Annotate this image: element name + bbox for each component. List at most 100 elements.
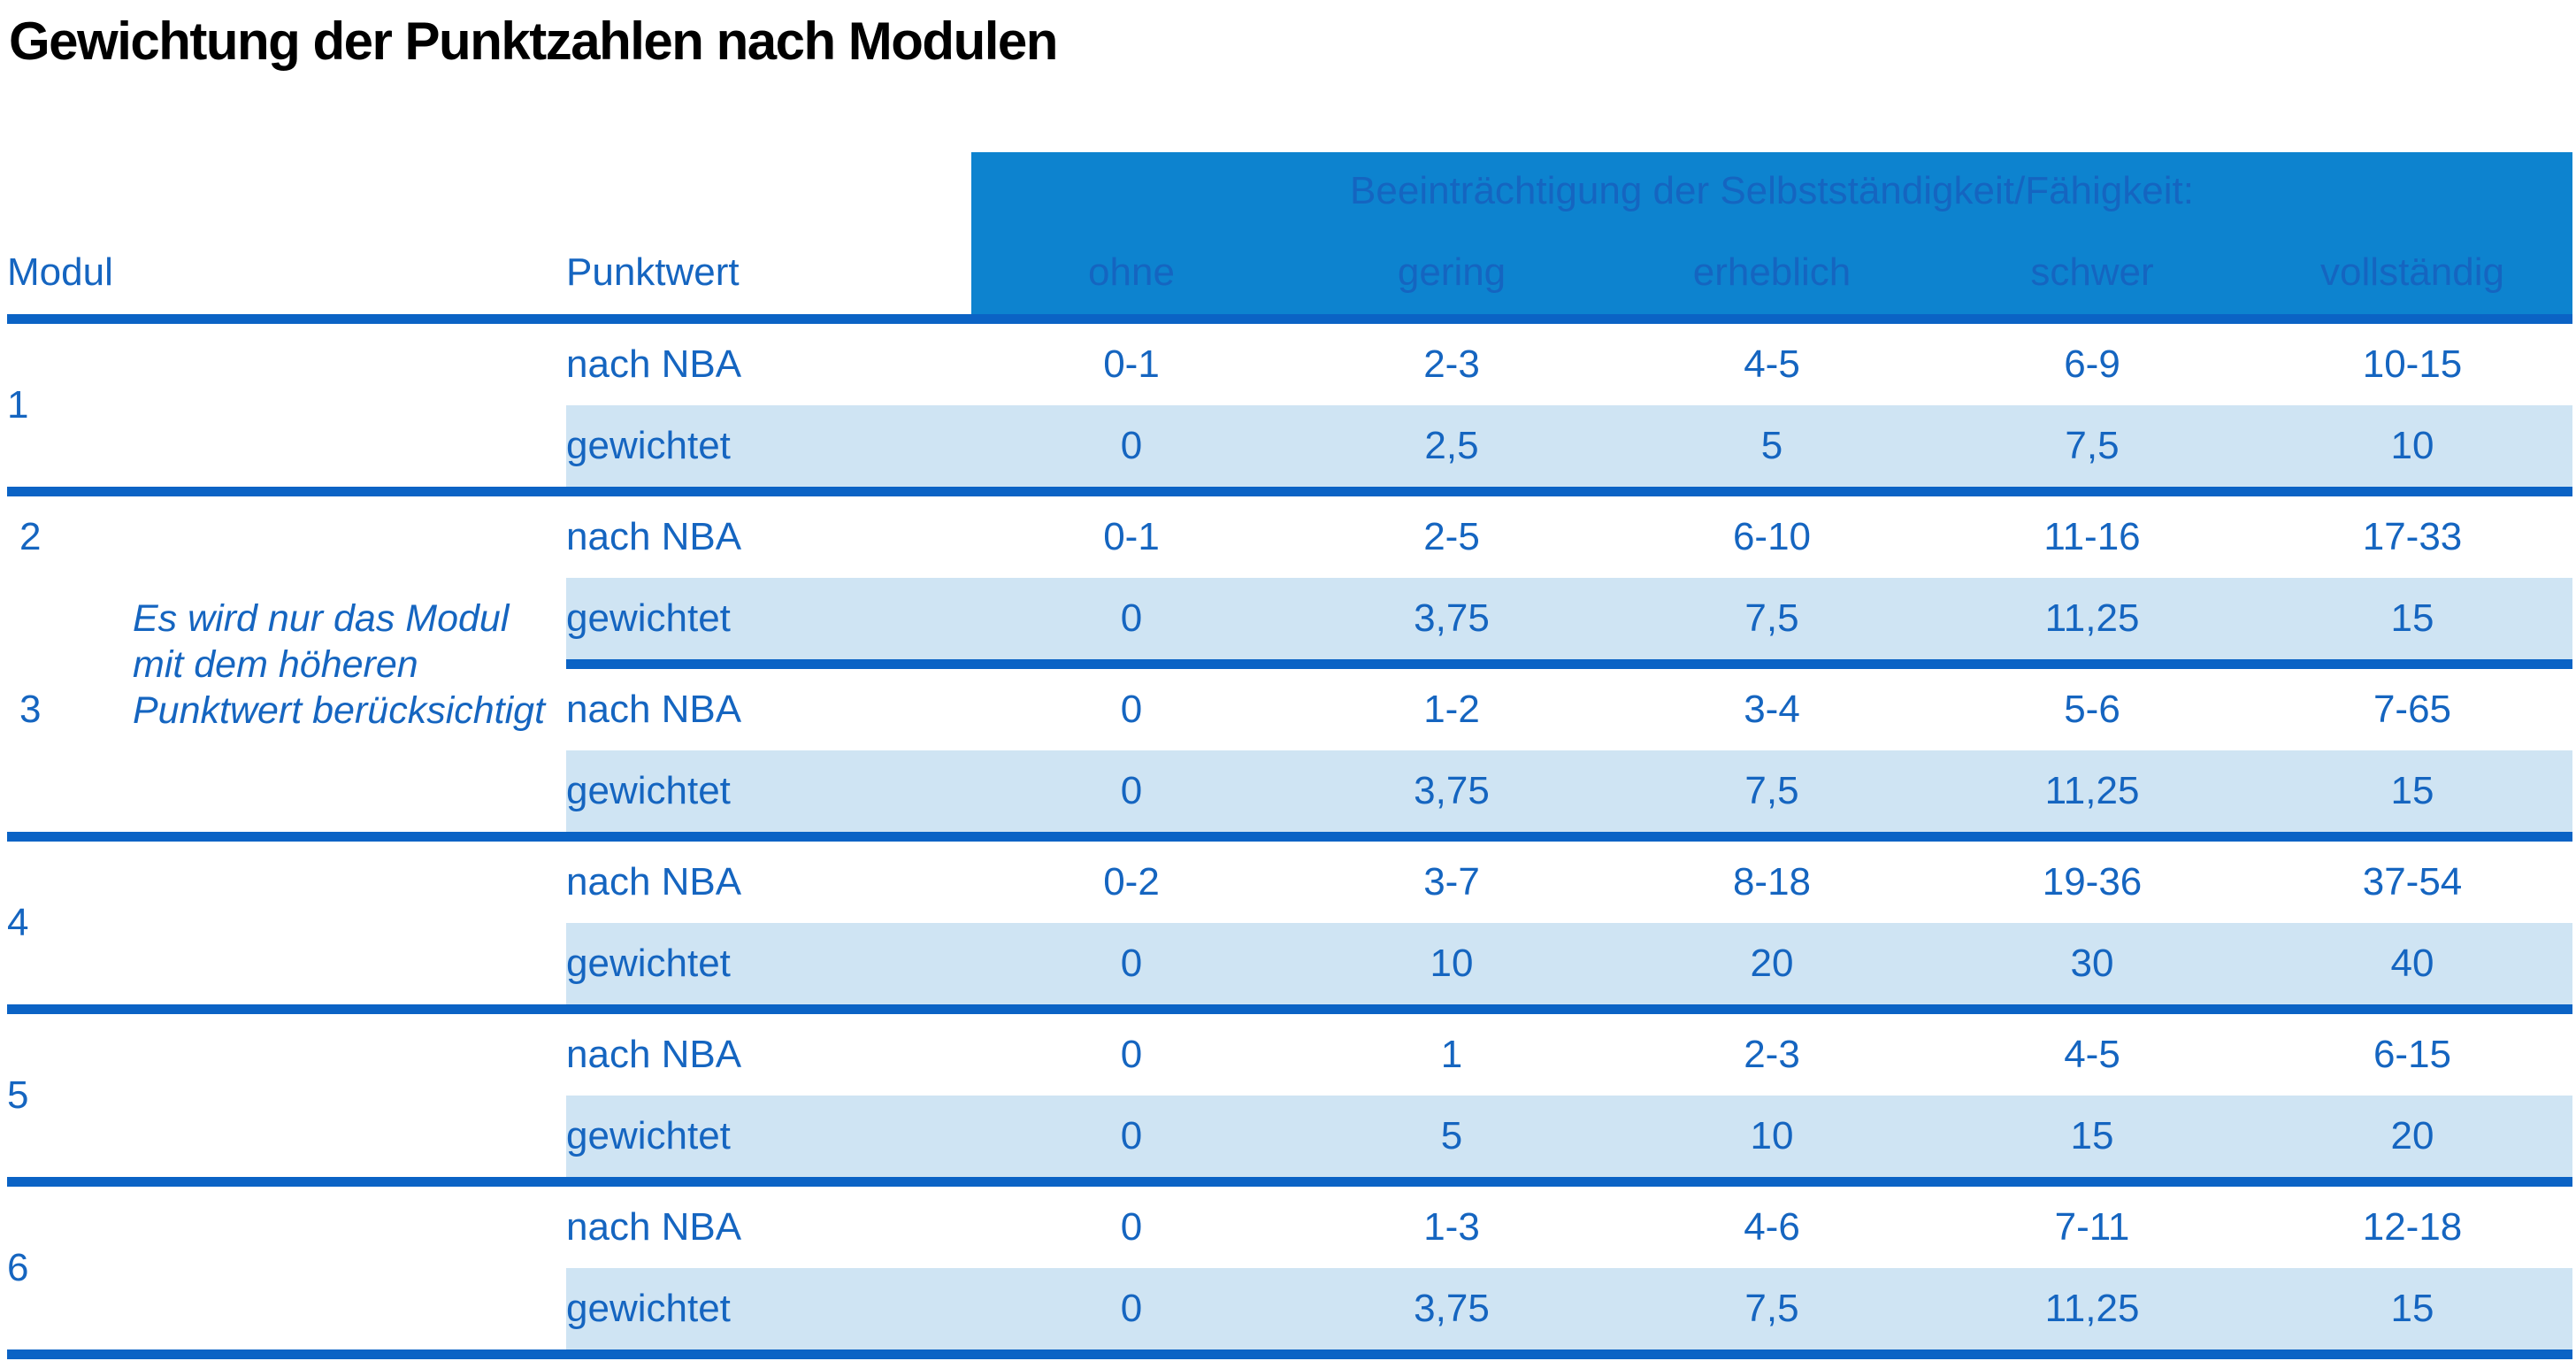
value-cell: 15 — [2252, 578, 2572, 669]
table-row: gewichtet 0 5 10 15 20 — [7, 1096, 2572, 1187]
module-note-line: Punktwert berücksichtigt — [133, 689, 546, 732]
value-cell: 0 — [1120, 688, 1143, 731]
row-label-nba: nach NBA — [566, 860, 742, 903]
row-label-nba: nach NBA — [566, 688, 742, 731]
row-label-weighted: gewichtet — [566, 923, 971, 1014]
row-label-weighted: gewichtet — [566, 1096, 971, 1187]
value-cell: 6-10 — [1732, 515, 1812, 558]
module-number-1: 1 — [7, 324, 566, 496]
value-cell: 10 — [2252, 405, 2572, 496]
header-group-row: Beeinträchtigung der Selbstständigkeit/F… — [7, 152, 2572, 230]
table-row: 1 nach NBA 0-1 2-3 4-5 6-9 10-15 — [7, 324, 2572, 496]
row-label-nba: nach NBA — [566, 1033, 742, 1076]
value-cell: 0-1 — [1103, 342, 1160, 386]
header-spacer — [7, 152, 971, 230]
col-header-level-erheblich: erheblich — [1612, 230, 1932, 324]
row-label-nba: nach NBA — [566, 342, 742, 386]
value-cell: 15 — [1932, 1096, 2252, 1187]
value-cell: 2-3 — [1423, 342, 1480, 386]
col-header-level-gering: gering — [1292, 230, 1612, 324]
value-cell: 0 — [1120, 1205, 1143, 1249]
module-note-line: Es wird nur das Modul — [133, 597, 510, 640]
weighting-table: Beeinträchtigung der Selbstständigkeit/F… — [7, 152, 2572, 1359]
row-label-weighted: gewichtet — [566, 750, 971, 842]
col-header-punktwert: Punktwert — [566, 230, 971, 324]
module-number-5: 5 — [7, 1014, 566, 1187]
value-cell: 3,75 — [1292, 578, 1612, 669]
group-header-cell: Beeinträchtigung der Selbstständigkeit/F… — [971, 152, 2572, 230]
value-cell: 0 — [971, 750, 1292, 842]
value-cell: 12-18 — [2362, 1205, 2463, 1249]
value-cell: 0 — [971, 1268, 1292, 1359]
value-cell: 7,5 — [1612, 750, 1932, 842]
value-cell: 37-54 — [2362, 860, 2463, 903]
value-cell: 0 — [971, 923, 1292, 1014]
table-row: 2 Es wird nur das Modul mit dem höheren … — [7, 496, 2572, 842]
value-cell: 0-2 — [1103, 860, 1160, 903]
value-cell: 15 — [2252, 750, 2572, 842]
value-cell: 3-7 — [1423, 860, 1480, 903]
module-number-2-3-cell: 2 Es wird nur das Modul mit dem höheren … — [7, 496, 566, 842]
value-cell: 3,75 — [1292, 750, 1612, 842]
module-number-3: 3 — [19, 688, 42, 731]
value-cell: 15 — [2252, 1268, 2572, 1359]
table-row: gewichtet 0 10 20 30 40 — [7, 923, 2572, 1014]
value-cell: 11-16 — [2043, 515, 2141, 558]
value-cell: 6-9 — [2064, 342, 2120, 386]
value-cell: 2-3 — [1744, 1033, 1800, 1076]
row-label-weighted: gewichtet — [566, 1268, 971, 1359]
table-row: gewichtet 0 2,5 5 7,5 10 — [7, 405, 2572, 496]
value-cell: 20 — [2252, 1096, 2572, 1187]
col-header-level-schwer: schwer — [1932, 230, 2252, 324]
value-cell: 19-36 — [2042, 860, 2143, 903]
value-cell: 8-18 — [1732, 860, 1812, 903]
value-cell: 10-15 — [2362, 342, 2463, 386]
value-cell: 0 — [971, 578, 1292, 669]
value-cell: 2-5 — [1423, 515, 1480, 558]
table-row: 6 nach NBA 0 1-3 4-6 7-11 12-18 — [7, 1187, 2572, 1359]
value-cell: 11,25 — [1932, 578, 2252, 669]
value-cell: 5 — [1612, 405, 1932, 496]
value-cell: 30 — [1932, 923, 2252, 1014]
value-cell: 0-1 — [1103, 515, 1160, 558]
table-row: 4 nach NBA 0-2 3-7 8-18 19-36 37-54 — [7, 842, 2572, 1014]
value-cell: 10 — [1292, 923, 1612, 1014]
table-row: nach NBA 0 1-2 3-4 5-6 7-65 — [7, 669, 2572, 750]
value-cell: 1-3 — [1423, 1205, 1480, 1249]
value-cell: 0 — [1120, 1033, 1143, 1076]
value-cell: 5-6 — [2064, 688, 2120, 731]
module-number-6: 6 — [7, 1187, 566, 1359]
table-row: gewichtet 0 3,75 7,5 11,25 15 — [7, 750, 2572, 842]
table-row: gewichtet 0 3,75 7,5 11,25 15 — [7, 578, 2572, 669]
value-cell: 7,5 — [1612, 1268, 1932, 1359]
page-title: Gewichtung der Punktzahlen nach Modulen — [9, 12, 1058, 71]
row-label-weighted: gewichtet — [566, 578, 971, 669]
value-cell: 4-5 — [2064, 1033, 2120, 1076]
col-header-level-vollstaendig: vollständig — [2252, 230, 2572, 324]
value-cell: 20 — [1612, 923, 1932, 1014]
value-cell: 2,5 — [1292, 405, 1612, 496]
table-row: gewichtet 0 3,75 7,5 11,25 15 — [7, 1268, 2572, 1359]
value-cell: 7,5 — [1932, 405, 2252, 496]
value-cell: 7-11 — [2054, 1205, 2130, 1249]
value-cell: 11,25 — [1932, 1268, 2252, 1359]
value-cell: 5 — [1292, 1096, 1612, 1187]
value-cell: 3,75 — [1292, 1268, 1612, 1359]
col-header-level-ohne: ohne — [971, 230, 1292, 324]
row-label-weighted: gewichtet — [566, 405, 971, 496]
value-cell: 1 — [1440, 1033, 1463, 1076]
value-cell: 40 — [2252, 923, 2572, 1014]
value-cell: 11,25 — [1932, 750, 2252, 842]
value-cell: 17-33 — [2362, 515, 2463, 558]
module-number-2: 2 — [19, 515, 42, 558]
header-columns-row: Modul Punktwert ohne gering erheblich sc… — [7, 230, 2572, 324]
value-cell: 0 — [971, 1096, 1292, 1187]
module-note: Es wird nur das Modul mit dem höheren Pu… — [133, 596, 566, 734]
value-cell: 7,5 — [1612, 578, 1932, 669]
row-label-nba: nach NBA — [566, 515, 742, 558]
value-cell: 10 — [1612, 1096, 1932, 1187]
module-note-line: mit dem höheren — [133, 643, 418, 686]
value-cell: 7-65 — [2373, 688, 2452, 731]
table-row: 5 nach NBA 0 1 2-3 4-5 6-15 — [7, 1014, 2572, 1187]
value-cell: 4-6 — [1744, 1205, 1800, 1249]
